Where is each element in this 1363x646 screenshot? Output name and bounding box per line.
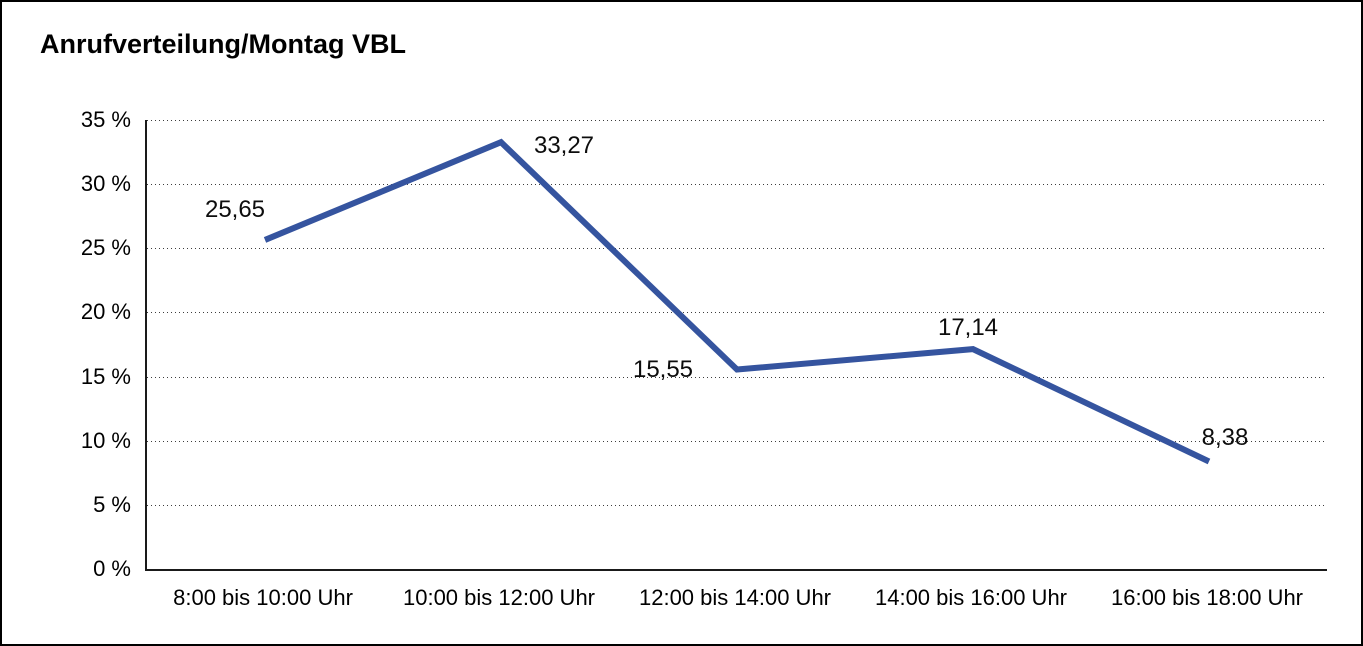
data-label: 8,38 <box>1201 424 1249 452</box>
chart-title: Anrufverteilung/Montag VBL <box>40 29 406 59</box>
y-tick-label: 25 % <box>80 235 131 261</box>
series-polyline <box>263 138 1211 465</box>
plot-area: 25,65 33,27 15,55 17,14 8,38 <box>145 120 1327 571</box>
data-label: 25,65 <box>204 195 266 223</box>
y-tick-label: 5 % <box>93 491 131 517</box>
gridline-5 <box>147 504 1327 506</box>
point-labels: 25,65 33,27 15,55 17,14 8,38 <box>147 120 1327 569</box>
data-label: 33,27 <box>533 132 595 160</box>
gridline-35 <box>147 120 1327 121</box>
gridline-25 <box>147 248 1327 250</box>
x-axis-labels: 8:00 bis 10:00 Uhr 10:00 bis 12:00 Uhr 12:… <box>145 571 1325 611</box>
line-series-svg <box>263 138 1211 465</box>
y-tick-label: 10 % <box>80 427 131 453</box>
y-axis-labels: 35 % 30 % 25 % 20 % 15 % 10 % 5 % 0 % <box>2 107 131 581</box>
y-tick-label: 20 % <box>80 299 131 325</box>
y-tick-label: 0 % <box>93 556 131 581</box>
data-label: 17,14 <box>937 314 999 342</box>
x-axis-label: 10:00 bis 12:00 Uhr <box>402 585 596 610</box>
data-label: 15,55 <box>632 355 694 383</box>
x-axis-label: 14:00 bis 16:00 Uhr <box>874 585 1068 610</box>
gridline-20 <box>147 312 1327 314</box>
y-tick-label: 15 % <box>80 363 131 389</box>
x-axis-label: 12:00 bis 14:00 Uhr <box>638 585 832 610</box>
y-tick-label: 30 % <box>80 171 131 197</box>
x-axis-label: 16:00 bis 18:00 Uhr <box>1110 585 1304 610</box>
gridline-15 <box>147 376 1327 378</box>
x-axis-label: 8:00 bis 10:00 Uhr <box>173 585 353 610</box>
y-tick-label: 35 % <box>80 107 131 132</box>
gridline-30 <box>147 184 1327 186</box>
gridline-10 <box>147 440 1327 442</box>
